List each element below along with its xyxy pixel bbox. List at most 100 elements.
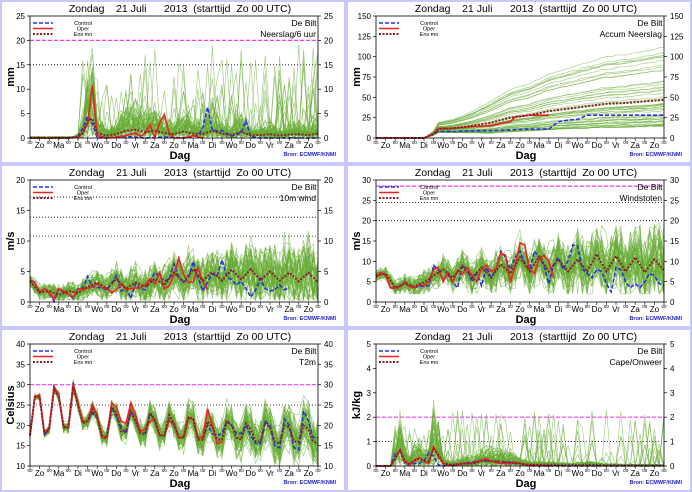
legend-label: Control: [74, 185, 92, 191]
x-day-label: Zo: [35, 305, 45, 314]
x-day-label: Do: [457, 141, 468, 150]
y-tick-label-left: 150: [358, 12, 372, 21]
x-tick-hour-label: 00: [604, 468, 610, 473]
y-axis-label: mm: [351, 67, 363, 87]
y-tick-label-left: 25: [362, 196, 371, 205]
y-tick-label-right: 25: [324, 12, 333, 21]
chart-svg: Zondag 21 Juli 2013 (starttijd Zo 00 UTC…: [351, 167, 682, 326]
y-tick-label-left: 5: [367, 278, 372, 287]
chart-panel-cape-onweer: Zondag 21 Juli 2013 (starttijd Zo 00 UTC…: [348, 330, 690, 490]
x-day-label: Zo: [381, 141, 391, 150]
x-day-label: Do: [246, 141, 257, 150]
x-day-label: Wo: [572, 305, 584, 314]
x-day-label: Za: [496, 141, 506, 150]
chart-title: Zondag 21 Juli 2013 (starttijd Zo 00 UTC…: [415, 3, 637, 15]
x-tick-hour-label: 00: [604, 140, 610, 145]
x-tick-hour-label: 00: [565, 468, 571, 473]
ensemble-member-line: [375, 226, 665, 295]
x-tick-hour-label: 00: [373, 140, 379, 145]
y-axis-label: kJ/kg: [351, 391, 363, 419]
y-tick-label-left: 1: [367, 438, 372, 447]
x-tick-hour-label: 00: [85, 304, 91, 309]
chart-title: Zondag 21 Juli 2013 (starttijd Zo 00 UTC…: [69, 331, 291, 343]
x-day-label: Zo: [381, 305, 391, 314]
x-tick-hour-label: 00: [85, 468, 91, 473]
legend-label: Oper: [77, 355, 89, 361]
x-day-label: Di: [74, 469, 82, 478]
x-day-label: Wo: [437, 305, 449, 314]
y-tick-label-right: 2: [670, 413, 675, 422]
y-tick-label-left: 15: [362, 237, 371, 246]
ensemble-member-line: [29, 247, 319, 301]
y-tick-label-right: 15: [324, 207, 333, 216]
x-axis-label: Dag: [516, 314, 537, 326]
x-day-label: Zo: [169, 305, 179, 314]
x-tick-hour-label: 00: [277, 304, 283, 309]
y-tick-label-left: 10: [16, 85, 25, 94]
source-label: Bron: ECMWF/KNMI: [629, 480, 682, 486]
series-line-control: [375, 244, 665, 295]
x-tick-hour-label: 00: [66, 304, 72, 309]
x-tick-hour-label: 00: [527, 468, 533, 473]
x-day-label: Ma: [188, 469, 200, 478]
variable-label: 10m wind: [280, 193, 317, 203]
x-day-label: Ma: [534, 141, 546, 150]
chart-title: Zondag 21 Juli 2013 (starttijd Zo 00 UTC…: [69, 167, 291, 179]
x-day-label: Di: [420, 469, 428, 478]
y-tick-label-right: 10: [324, 237, 333, 246]
x-day-label: Vr: [266, 305, 274, 314]
station-label: De Bilt: [291, 18, 317, 28]
x-day-label: Do: [592, 469, 603, 478]
x-day-label: Ma: [534, 305, 546, 314]
x-day-label: Za: [150, 305, 160, 314]
x-tick-hour-label: 00: [642, 140, 648, 145]
x-day-label: Do: [111, 141, 122, 150]
legend-label: Oper: [77, 27, 89, 33]
x-day-label: Di: [420, 305, 428, 314]
y-tick-label-left: 10: [362, 257, 371, 266]
ensemble-members: [375, 47, 665, 139]
x-tick-hour-label: 00: [527, 304, 533, 309]
x-day-label: Ma: [534, 469, 546, 478]
ensemble-members: [376, 399, 665, 467]
x-tick-hour-label: 00: [104, 304, 110, 309]
x-day-label: Wo: [572, 141, 584, 150]
y-tick-label-right: 4: [670, 364, 675, 373]
x-tick-hour-label: 00: [546, 304, 552, 309]
ensemble-member-line: [375, 232, 665, 295]
x-tick-hour-label: 00: [489, 304, 495, 309]
x-day-label: Do: [457, 469, 468, 478]
x-axis-label: Dag: [170, 150, 191, 162]
y-tick-label-left: 40: [16, 340, 25, 349]
legend-label: Oper: [423, 191, 435, 197]
x-tick-hour-label: 00: [181, 468, 187, 473]
y-tick-label-right: 50: [670, 93, 679, 102]
ensemble-members: [29, 44, 319, 139]
x-day-label: Za: [285, 469, 295, 478]
x-day-label: Vr: [132, 141, 140, 150]
x-day-label: Zo: [35, 469, 45, 478]
x-tick-hour-label: 00: [469, 140, 475, 145]
x-tick-hour-label: 00: [47, 304, 53, 309]
x-day-label: Do: [246, 305, 257, 314]
x-day-label: Vr: [266, 469, 274, 478]
y-tick-label-right: 20: [324, 176, 333, 185]
x-day-label: Do: [111, 305, 122, 314]
x-day-label: Di: [209, 469, 217, 478]
y-tick-label-left: 5: [367, 340, 372, 349]
x-day-label: Vr: [478, 305, 486, 314]
y-tick-label-left: 15: [16, 442, 25, 451]
x-tick-hour-label: 00: [489, 140, 495, 145]
x-tick-hour-label: 00: [623, 468, 629, 473]
y-tick-label-right: 30: [670, 176, 679, 185]
y-tick-label-left: 125: [358, 32, 372, 41]
x-day-label: Za: [285, 141, 295, 150]
x-axis-label: Dag: [516, 478, 537, 490]
x-tick-hour-label: 00: [181, 140, 187, 145]
x-day-label: Zo: [35, 141, 45, 150]
legend-label: Ens mn: [74, 32, 93, 38]
x-day-label: Vr: [612, 305, 620, 314]
x-tick-hour-label: 00: [104, 468, 110, 473]
x-day-label: Za: [631, 305, 641, 314]
